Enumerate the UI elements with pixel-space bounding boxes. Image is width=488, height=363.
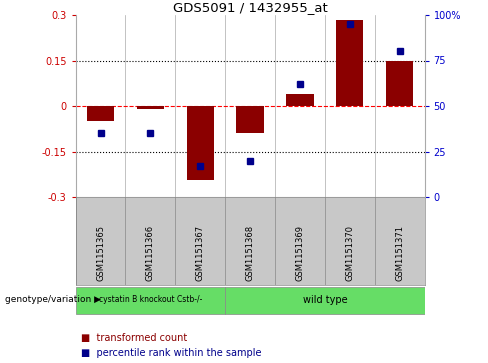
Text: GSM1151367: GSM1151367 [196, 224, 205, 281]
Title: GDS5091 / 1432955_at: GDS5091 / 1432955_at [173, 1, 327, 14]
Bar [386, 61, 413, 106]
Bar [286, 94, 314, 106]
Text: ■  transformed count: ■ transformed count [81, 333, 187, 343]
Text: GSM1151371: GSM1151371 [395, 225, 404, 281]
Bar [87, 106, 114, 121]
Text: wild type: wild type [303, 295, 347, 305]
Bar [76, 286, 225, 314]
Bar [186, 106, 214, 180]
Text: GSM1151368: GSM1151368 [245, 224, 255, 281]
Text: ■  percentile rank within the sample: ■ percentile rank within the sample [81, 348, 261, 358]
Text: genotype/variation ▶: genotype/variation ▶ [5, 295, 101, 305]
Text: GSM1151366: GSM1151366 [146, 224, 155, 281]
Text: GSM1151370: GSM1151370 [346, 225, 354, 281]
Text: cystatin B knockout Cstb-/-: cystatin B knockout Cstb-/- [99, 295, 202, 305]
Text: GSM1151365: GSM1151365 [96, 225, 105, 281]
Bar [236, 106, 264, 133]
Bar [336, 20, 364, 106]
Text: GSM1151369: GSM1151369 [295, 225, 305, 281]
Bar [225, 286, 425, 314]
Bar [137, 106, 164, 109]
